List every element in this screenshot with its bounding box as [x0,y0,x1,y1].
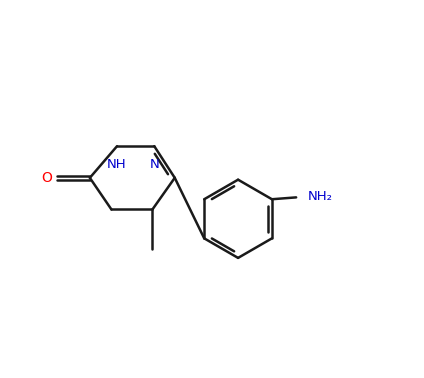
Text: NH: NH [107,158,127,170]
Text: N: N [149,158,159,170]
Text: O: O [41,171,52,185]
Text: NH₂: NH₂ [307,190,332,203]
